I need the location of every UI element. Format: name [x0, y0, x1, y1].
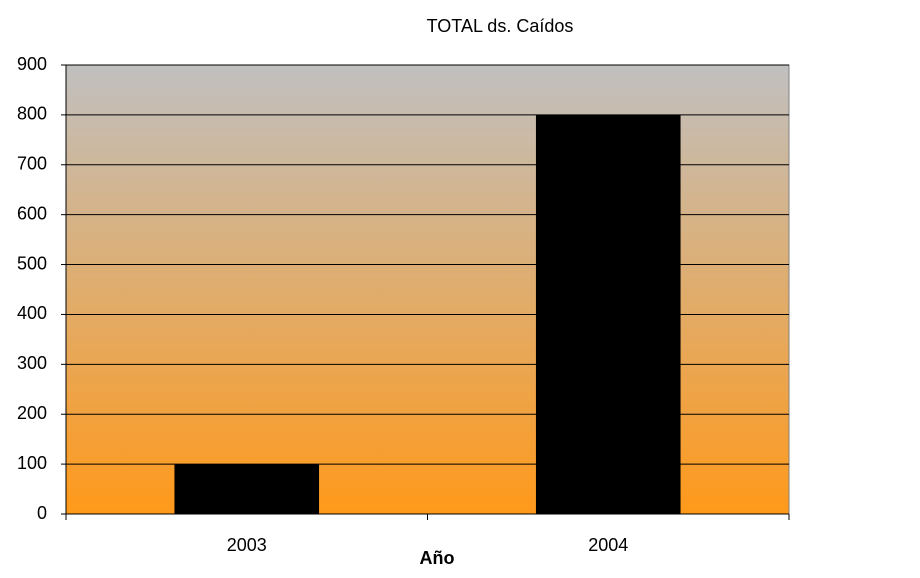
y-tick-label: 400: [17, 303, 47, 323]
y-tick-label: 600: [17, 203, 47, 223]
x-axis-label: Año: [420, 548, 455, 568]
y-tick-label: 700: [17, 154, 47, 174]
y-tick-label: 300: [17, 353, 47, 373]
y-tick-label: 100: [17, 453, 47, 473]
y-tick-label: 900: [17, 54, 47, 74]
bar: [174, 464, 320, 514]
x-tick-label: 2003: [227, 535, 267, 555]
chart-title: TOTAL ds. Caídos: [427, 16, 574, 36]
y-tick-label: 200: [17, 403, 47, 423]
x-tick-label: 2004: [588, 535, 628, 555]
y-tick-label: 800: [17, 104, 47, 124]
y-tick-label: 0: [37, 503, 47, 523]
bar: [535, 114, 681, 514]
y-tick-label: 500: [17, 253, 47, 273]
